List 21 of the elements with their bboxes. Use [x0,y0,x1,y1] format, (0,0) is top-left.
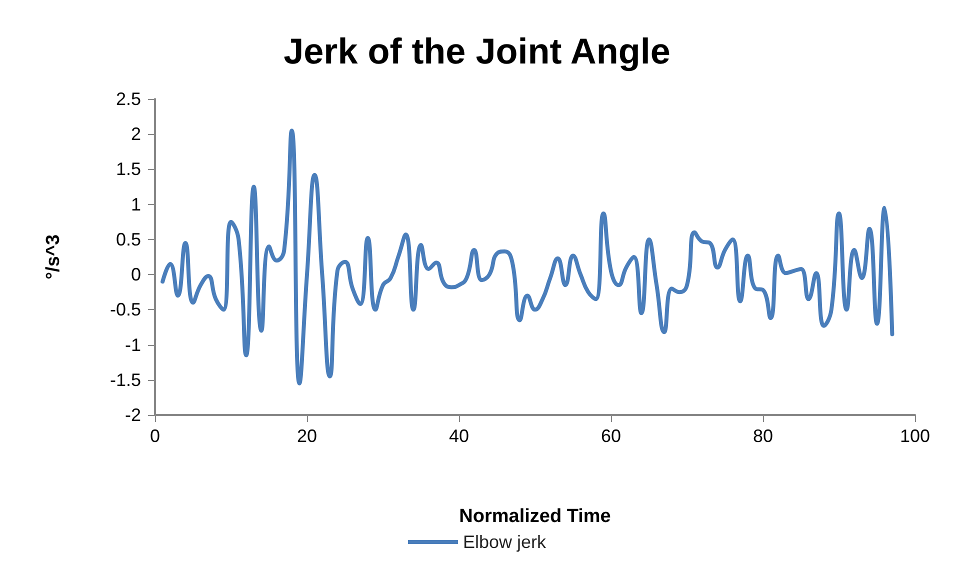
y-tick-label: 0.5 [116,229,141,250]
y-tick-label: 2.5 [116,89,141,109]
x-tick-label: 20 [296,426,318,446]
y-axis-title: °/s^3 [43,234,64,280]
y-tick-label: 1.5 [116,159,141,180]
x-tick-label: 60 [600,426,622,446]
y-tick-label: -1 [124,334,141,355]
y-tick-label: -1.5 [110,370,141,390]
x-tick-label: 80 [752,426,774,446]
x-tick-label: 40 [448,426,470,446]
x-tick-label: 0 [150,426,160,446]
y-tick-label: -0.5 [110,300,141,320]
y-tick-label: 2 [130,124,141,144]
legend-label: Elbow jerk [462,532,548,552]
y-tick-label: -2 [124,405,141,425]
x-tick-label: 100 [900,426,930,446]
chart-title: Jerk of the Joint Angle [284,30,670,72]
x-axis-title: Normalized Time [459,506,611,527]
y-tick-label: 1 [130,194,141,214]
y-tick-label: 0 [130,264,141,285]
line-series [160,128,894,386]
